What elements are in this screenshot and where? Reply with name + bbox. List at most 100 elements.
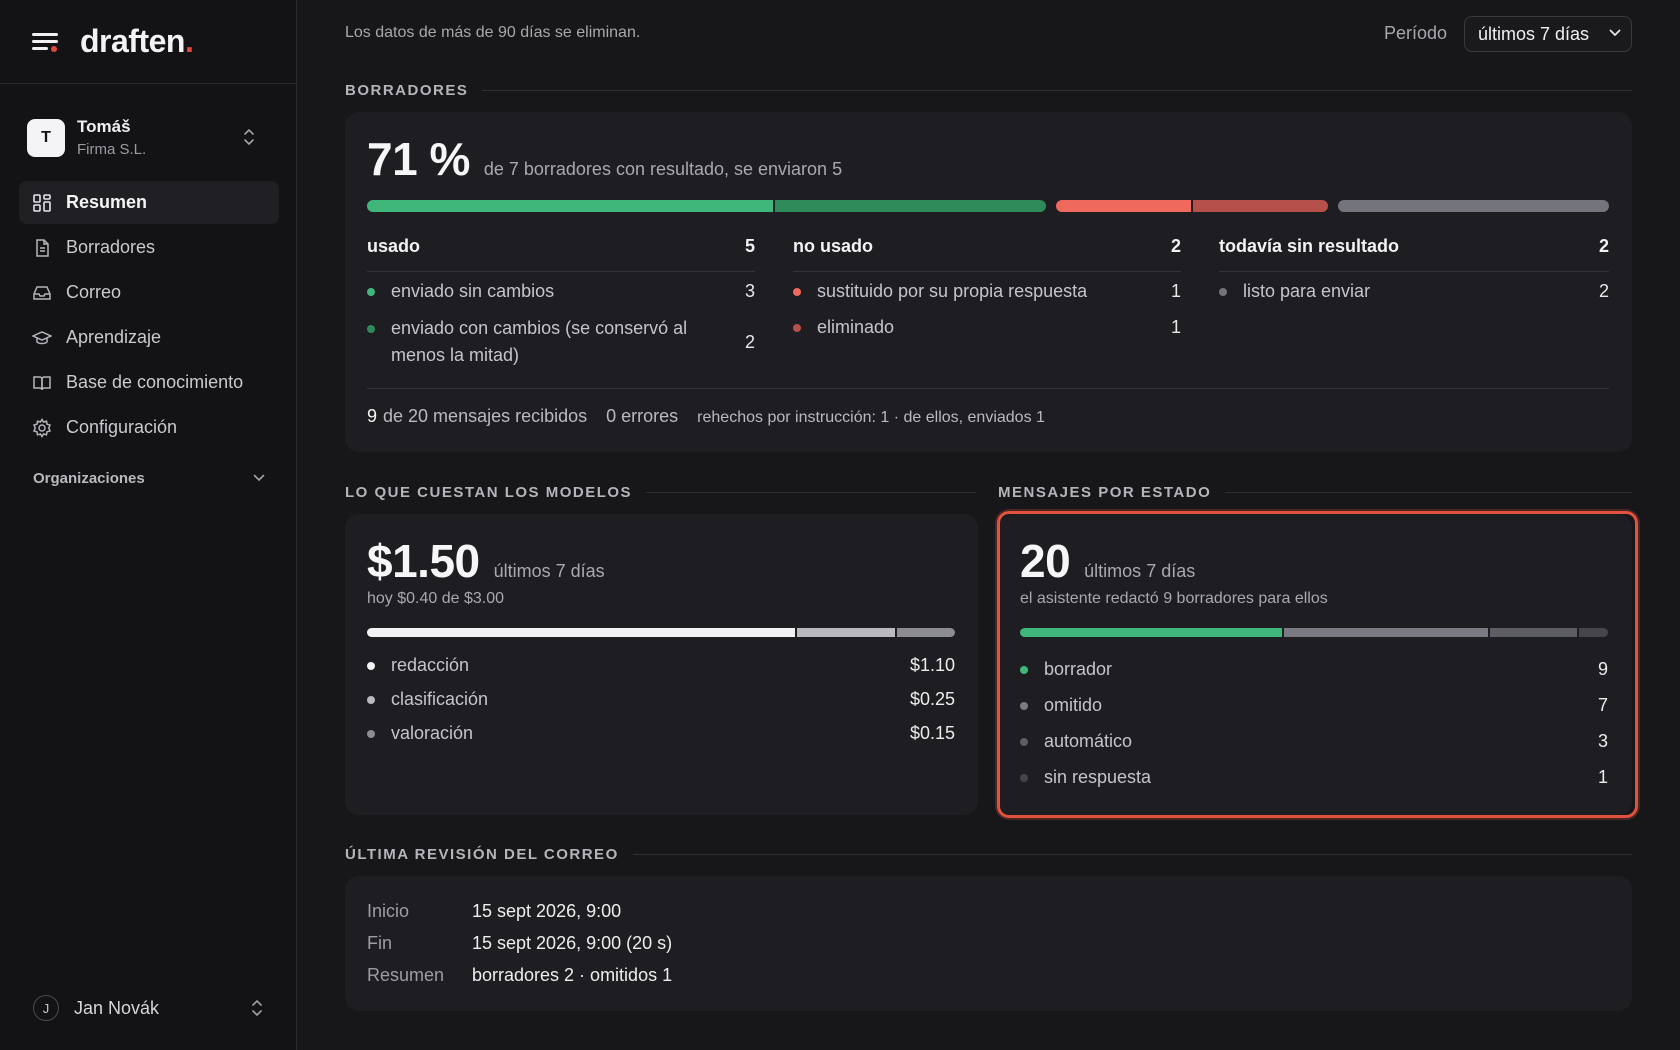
retention-note: Los datos de más de 90 días se eliminan. <box>345 24 641 41</box>
drafts-summary: de 7 borradores con resultado, se enviar… <box>483 159 843 179</box>
drafts-outcome-bar <box>367 200 1609 212</box>
chevron-down-icon <box>253 474 265 481</box>
organizations-label: Organizaciones <box>33 469 145 487</box>
list-item: sin respuesta 1 <box>1020 767 1608 788</box>
bar-segment-sent-unchanged <box>367 200 773 212</box>
account-org: Firma S.L. <box>77 140 147 158</box>
status-dot <box>367 695 375 704</box>
states-period: últimos 7 días <box>1084 561 1196 581</box>
status-dot <box>367 729 375 738</box>
focus-highlight <box>997 511 1638 818</box>
redone-text: rehechos por instrucción: 1 · de ellos, … <box>697 409 1045 426</box>
divider <box>367 388 1609 389</box>
account-name: Tomáš <box>77 117 131 137</box>
states-bar-segment <box>1578 628 1608 637</box>
costs-bar-segment <box>367 628 796 637</box>
chevron-down-icon <box>1609 29 1621 36</box>
costs-bar <box>367 628 955 637</box>
user-menu[interactable]: J Jan Novák <box>33 994 265 1022</box>
status-dot <box>793 324 801 332</box>
section-title-states: MENSAJES POR ESTADO <box>998 484 1632 501</box>
column-pending-header: todavía sin resultado 2 <box>1219 236 1609 272</box>
costs-period: últimos 7 días <box>493 561 605 581</box>
bar-segment-replaced <box>1055 200 1191 212</box>
review-value-start: 15 sept 2026, 9:00 <box>472 901 622 921</box>
sidebar-nav: Resumen Borradores Correo Aprendizaje Ba… <box>19 181 279 451</box>
chevron-up-down-icon <box>244 129 254 145</box>
sidebar-item-label: Resumen <box>66 192 148 212</box>
review-label-summary: Resumen <box>367 965 445 985</box>
sidebar-item-label: Correo <box>66 282 122 302</box>
list-item: enviado sin cambios 3 <box>367 278 755 305</box>
received-text: de 20 mensajes recibidos <box>383 406 588 426</box>
states-bar-segment <box>1283 628 1488 637</box>
states-bar-segment <box>1020 628 1282 637</box>
list-item: omitido 7 <box>1020 695 1608 716</box>
errors-text: 0 errores <box>606 406 679 426</box>
bar-segment-sent-changed <box>775 200 1046 212</box>
list-item: redacción $1.10 <box>367 655 955 676</box>
menu-icon[interactable] <box>32 31 58 53</box>
states-bar-segment <box>1489 628 1577 637</box>
review-value-summary: borradores 2 · omitidos 1 <box>472 965 673 985</box>
list-item: enviado con cambios (se conservó al meno… <box>367 315 755 369</box>
states-total: 20 <box>1020 535 1071 587</box>
list-item: automático 3 <box>1020 731 1608 752</box>
sidebar-item-label: Base de conocimiento <box>66 372 244 392</box>
costs-today: hoy $0.40 de $3.00 <box>367 590 505 607</box>
states-card: 20 últimos 7 días el asistente redactó 9… <box>998 514 1632 815</box>
list-item: sustituido por su propia respuesta 1 <box>793 278 1181 305</box>
sidebar-item-label: Aprendizaje <box>66 327 162 347</box>
list-item: borrador 9 <box>1020 659 1608 680</box>
list-item: valoración $0.15 <box>367 723 955 744</box>
period-select[interactable]: últimos 7 días <box>1464 16 1632 52</box>
bar-segment-deleted <box>1193 200 1329 212</box>
book-icon <box>33 375 51 390</box>
drafts-percent: 71 % <box>367 133 470 185</box>
received-count: 9 <box>367 406 378 426</box>
sidebar-item-correo[interactable]: Correo <box>19 271 279 314</box>
status-dot <box>1219 288 1227 296</box>
grid-icon <box>33 193 51 212</box>
period-label: Período <box>1384 23 1448 43</box>
file-icon <box>36 238 49 257</box>
period-select-value: últimos 7 días <box>1478 23 1590 44</box>
brand-header: draften. <box>0 0 296 84</box>
status-dot <box>1020 737 1028 746</box>
review-label-end: Fin <box>367 933 393 953</box>
status-dot <box>367 325 375 333</box>
organizations-toggle[interactable]: Organizaciones <box>33 466 265 490</box>
main-content: Los datos de más de 90 días se eliminan.… <box>298 0 1680 1050</box>
sidebar: draften. T Tomáš Firma S.L. Resumen Borr… <box>0 0 297 1050</box>
gear-icon <box>32 417 52 438</box>
sidebar-item-label: Borradores <box>66 237 156 257</box>
status-dot <box>1020 665 1028 674</box>
sidebar-item-base-de-conocimiento[interactable]: Base de conocimiento <box>19 361 279 404</box>
status-dot <box>1020 773 1028 782</box>
sidebar-item-aprendizaje[interactable]: Aprendizaje <box>19 316 279 359</box>
brand-logo: draften. <box>80 23 194 59</box>
account-avatar: T <box>27 119 65 157</box>
section-title-costs: LO QUE CUESTAN LOS MODELOS <box>345 484 976 501</box>
sidebar-item-borradores[interactable]: Borradores <box>19 226 279 269</box>
section-title-last-review: ÚLTIMA REVISIÓN DEL CORREO <box>345 846 1632 863</box>
last-review-card: Inicio 15 sept 2026, 9:00 Fin 15 sept 20… <box>345 876 1632 1011</box>
status-dot <box>1020 701 1028 710</box>
costs-bar-segment <box>797 628 895 637</box>
status-dot <box>793 288 801 296</box>
account-switcher[interactable]: T Tomáš Firma S.L. <box>27 116 273 160</box>
sidebar-item-resumen[interactable]: Resumen <box>19 181 279 224</box>
graduation-cap-icon <box>32 330 52 344</box>
costs-bar-segment <box>896 628 955 637</box>
column-used-header: usado 5 <box>367 236 755 272</box>
status-dot <box>367 288 375 296</box>
review-label-start: Inicio <box>367 901 410 921</box>
review-value-end: 15 sept 2026, 9:00 (20 s) <box>472 933 673 953</box>
column-unused-header: no usado 2 <box>793 236 1181 272</box>
costs-card: $1.50 últimos 7 días hoy $0.40 de $3.00 … <box>345 514 978 815</box>
avatar: J <box>33 995 59 1021</box>
user-name: Jan Novák <box>74 997 160 1018</box>
list-item: listo para enviar 2 <box>1219 278 1609 305</box>
sidebar-item-configuracion[interactable]: Configuración <box>19 406 279 449</box>
costs-total: $1.50 <box>367 535 480 587</box>
